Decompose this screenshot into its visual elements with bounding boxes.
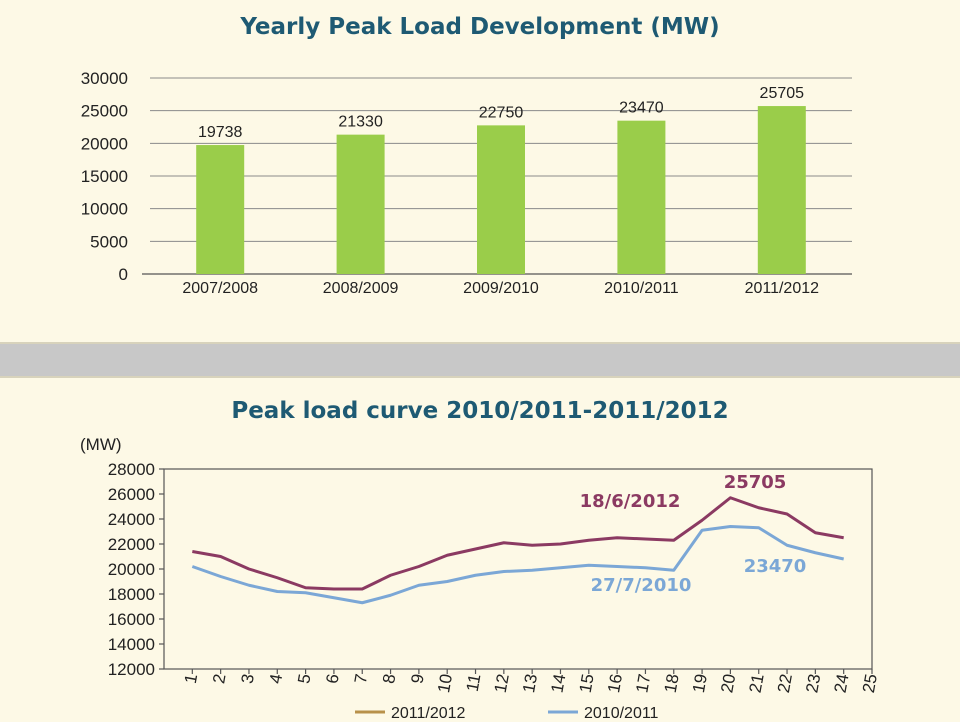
x-tick-label: 18: [661, 672, 683, 694]
bar-chart: Yearly Peak Load Development (MW) 0 5000 1…: [81, 14, 852, 297]
annotation-label: 18/6/2012: [580, 491, 681, 512]
x-tick-label: 23: [802, 672, 824, 694]
bar-value-label: 21330: [338, 114, 383, 131]
series-line: [192, 496, 844, 591]
y-tick-label: 15000: [81, 167, 128, 186]
y-tick-label: 28000: [108, 460, 155, 479]
x-tick-label: 2: [209, 672, 229, 685]
bar-value-label: 23470: [619, 100, 664, 117]
x-tick-label: 4: [266, 672, 286, 685]
category-label: 2011/2012: [745, 280, 820, 297]
x-tick-label: 22: [774, 672, 796, 694]
x-tick-label: 11: [463, 672, 485, 693]
y-tick-label: 22000: [108, 535, 155, 554]
bar: [336, 134, 385, 274]
x-tick-label: 1: [181, 672, 201, 685]
y-tick-label: 18000: [108, 585, 155, 604]
x-tick-label: 14: [547, 672, 569, 694]
y-tick-label: 20000: [108, 560, 155, 579]
legend-label: 2010/2011: [584, 705, 659, 722]
y-tick-label: 5000: [90, 232, 128, 251]
x-tick-label: 7: [351, 672, 371, 685]
legend-label: 2011/2012: [391, 705, 466, 722]
category-label: 2010/2011: [604, 280, 679, 297]
bar: [196, 145, 245, 274]
x-tick-label: 5: [294, 672, 314, 685]
y-tick-label: 24000: [108, 510, 155, 529]
y-tick-label: 16000: [108, 610, 155, 629]
y-tick-label: 26000: [108, 485, 155, 504]
y-tick-label: 25000: [81, 102, 128, 121]
bar: [757, 106, 806, 274]
x-tick-label: 3: [238, 672, 258, 685]
bar-chart-title: Yearly Peak Load Development (MW): [239, 14, 719, 40]
x-tick-label: 16: [604, 672, 626, 694]
line-chart-panel: Peak load curve 2010/2011-2011/2012 (MW)…: [0, 376, 960, 722]
x-tick-label: 20: [717, 672, 739, 694]
y-tick-label: 14000: [108, 635, 155, 654]
bar: [477, 125, 525, 274]
annotation-label: 23470: [744, 556, 807, 577]
y-tick-label: 12000: [108, 660, 155, 679]
x-tick-label: 25: [859, 672, 881, 694]
x-tick-label: 24: [831, 672, 853, 694]
bar-value-label: 19738: [198, 124, 243, 141]
x-tick-label: 6: [323, 672, 343, 685]
x-tick-label: 12: [491, 672, 513, 694]
category-label: 2009/2010: [463, 280, 539, 297]
y-tick-label: 10000: [81, 200, 128, 219]
bar: [617, 120, 666, 275]
category-label: 2008/2009: [323, 280, 399, 297]
annotation-label: 27/7/2010: [591, 575, 692, 596]
series-line: [191, 525, 845, 605]
line-chart: Peak load curve 2010/2011-2011/2012 (MW)…: [80, 398, 881, 722]
y-axis-label: (MW): [80, 435, 122, 454]
y-tick-label: 30000: [81, 69, 128, 88]
bar-value-label: 25705: [760, 85, 805, 102]
x-tick-label: 21: [746, 672, 768, 694]
category-label: 2007/2008: [182, 280, 258, 297]
annotation-label: 25705: [724, 472, 787, 493]
y-tick-label: 0: [119, 265, 128, 284]
x-tick-label: 15: [576, 672, 598, 694]
x-tick-label: 9: [407, 672, 427, 685]
line-chart-title: Peak load curve 2010/2011-2011/2012: [231, 398, 728, 424]
bar-value-label: 22750: [479, 104, 524, 121]
x-tick-label: 8: [379, 672, 399, 685]
x-tick-label: 17: [632, 672, 654, 694]
bar-chart-panel: Yearly Peak Load Development (MW) 0 5000 1…: [0, 0, 960, 344]
x-tick-label: 10: [434, 672, 456, 694]
x-tick-label: 19: [689, 672, 711, 694]
x-tick-label: 13: [519, 672, 541, 694]
y-tick-label: 20000: [81, 134, 128, 153]
